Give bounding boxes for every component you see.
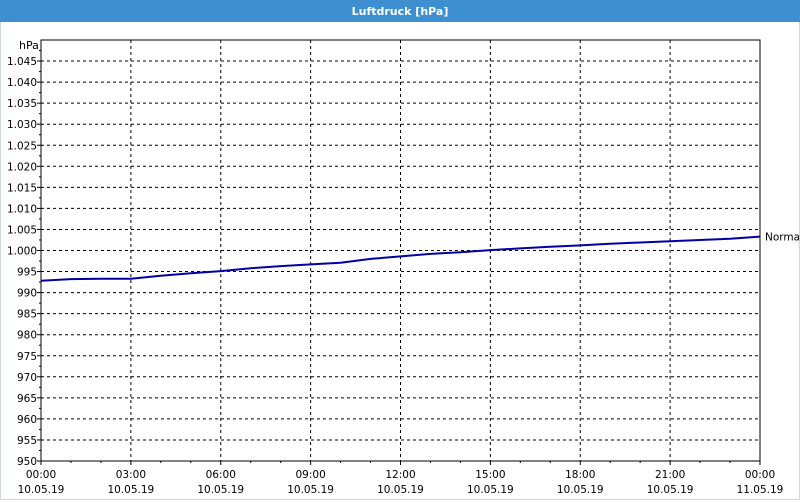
y-tick-label: 960 [17,414,37,426]
y-tick-label: 950 [17,456,37,468]
chart-area: hPa 950 955 960 965 970 975 980 985 990 995 1.000 1… [0,22,800,500]
x-tick-date-label: 10.05.19 [197,484,244,496]
x-tick-date-label: 10.05.19 [107,484,154,496]
y-tick-label: 1.040 [7,77,37,89]
y-tick-label: 1.005 [7,224,37,236]
x-tick-time-label: 12:00 [385,469,415,481]
y-tick-label: 980 [17,330,37,342]
y-tick-label: 995 [17,267,37,279]
x-tick-date-label: 10.05.19 [18,484,65,496]
x-tick-date-label: 10.05.19 [377,484,424,496]
x-tick-date-label: 10.05.19 [557,484,604,496]
x-tick-time-label: 00:00 [26,469,56,481]
y-tick-label: 1.010 [7,203,37,215]
x-tick-time-label: 18:00 [565,469,595,481]
y-tick-label: 990 [17,288,37,300]
x-tick-date-label: 11.05.19 [737,484,784,496]
plot-frame [40,39,761,462]
y-tick-label: 1.045 [7,56,37,68]
x-tick-date-label: 10.05.19 [287,484,334,496]
series-line-normal [40,235,761,282]
x-tick-date-label: 10.05.19 [467,484,514,496]
y-tick-label: 1.015 [7,182,37,194]
y-tick-label: 985 [17,309,37,321]
y-tick-label: 955 [17,435,37,447]
y-tick-label: 1.025 [7,140,37,152]
x-tick-time-label: 09:00 [295,469,325,481]
chart-title: Luftdruck [hPa] [351,4,449,18]
x-tick-time-label: 15:00 [475,469,505,481]
y-tick-label: 965 [17,393,37,405]
y-tick-label: 970 [17,372,37,384]
y-tick-label: 1.030 [7,119,37,131]
y-axis-unit-label: hPa [19,39,39,52]
y-tick-label: 975 [17,351,37,363]
x-tick-time-label: 00:00 [745,469,775,481]
y-tick-label: 1.020 [7,161,37,173]
pressure-chart: hPa 950 955 960 965 970 975 980 985 990 995 1.000 1… [7,39,800,496]
title-bar: Luftdruck [hPa] [0,0,800,22]
x-tick-time-label: 21:00 [655,469,685,481]
series-label: Normal [765,232,799,244]
y-tick-label: 1.000 [7,246,37,258]
x-tick-date-label: 10.05.19 [647,484,694,496]
y-tick-label: 1.035 [7,98,37,110]
x-tick-time-label: 06:00 [206,469,236,481]
x-tick-time-label: 03:00 [116,469,146,481]
